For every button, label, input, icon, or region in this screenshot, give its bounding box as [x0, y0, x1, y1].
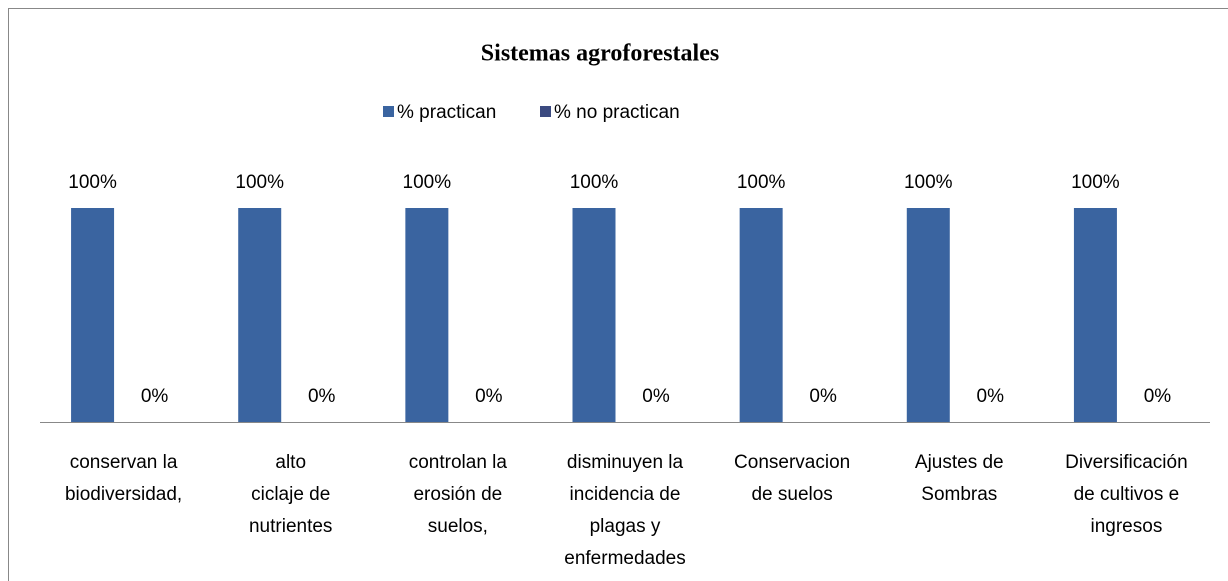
x-tick-label: plagas y [590, 516, 661, 537]
data-label: 0% [475, 386, 503, 407]
data-label: 100% [904, 172, 953, 193]
data-label: 100% [68, 172, 117, 193]
x-tick-label: alto [275, 452, 306, 473]
x-tick-label: disminuyen la [567, 452, 684, 473]
bar [906, 208, 950, 422]
legend-label: % no practican [554, 102, 680, 123]
x-tick-label: controlan la [409, 452, 508, 473]
data-label: 100% [235, 172, 284, 193]
chart-title: Sistemas agroforestales [481, 41, 719, 67]
x-tick-label: incidencia de [570, 484, 681, 505]
data-label: 0% [809, 386, 837, 407]
bar [739, 208, 783, 422]
x-tick-label: enfermedades [564, 548, 685, 569]
bar [1073, 208, 1117, 422]
legend-swatch [383, 106, 394, 117]
x-tick-label: de cultivos e [1074, 484, 1180, 505]
x-tick-label: nutrientes [249, 516, 332, 537]
x-tick-label: ingresos [1091, 516, 1163, 537]
data-label: 0% [977, 386, 1005, 407]
data-label: 100% [737, 172, 786, 193]
x-tick-label: Sombras [921, 484, 997, 505]
bar [71, 208, 115, 422]
legend-label: % practican [397, 102, 496, 123]
data-label: 100% [570, 172, 619, 193]
bar [405, 208, 449, 422]
x-tick-label: suelos, [428, 516, 488, 537]
legend-swatch [540, 106, 551, 117]
x-tick-label: erosión de [413, 484, 502, 505]
x-tick-label: Conservacion [734, 452, 850, 473]
x-tick-label: conservan la [70, 452, 178, 473]
bar [238, 208, 282, 422]
x-tick-label: biodiversidad, [65, 484, 182, 505]
x-tick-label: Ajustes de [915, 452, 1004, 473]
data-label: 100% [403, 172, 452, 193]
x-tick-label: Diversificación [1065, 452, 1187, 473]
data-label: 0% [642, 386, 670, 407]
x-tick-label: de suelos [751, 484, 832, 505]
data-label: 100% [1071, 172, 1120, 193]
x-tick-label: ciclaje de [251, 484, 330, 505]
data-label: 0% [308, 386, 336, 407]
data-label: 0% [141, 386, 169, 407]
bar [572, 208, 616, 422]
data-label: 0% [1144, 386, 1172, 407]
